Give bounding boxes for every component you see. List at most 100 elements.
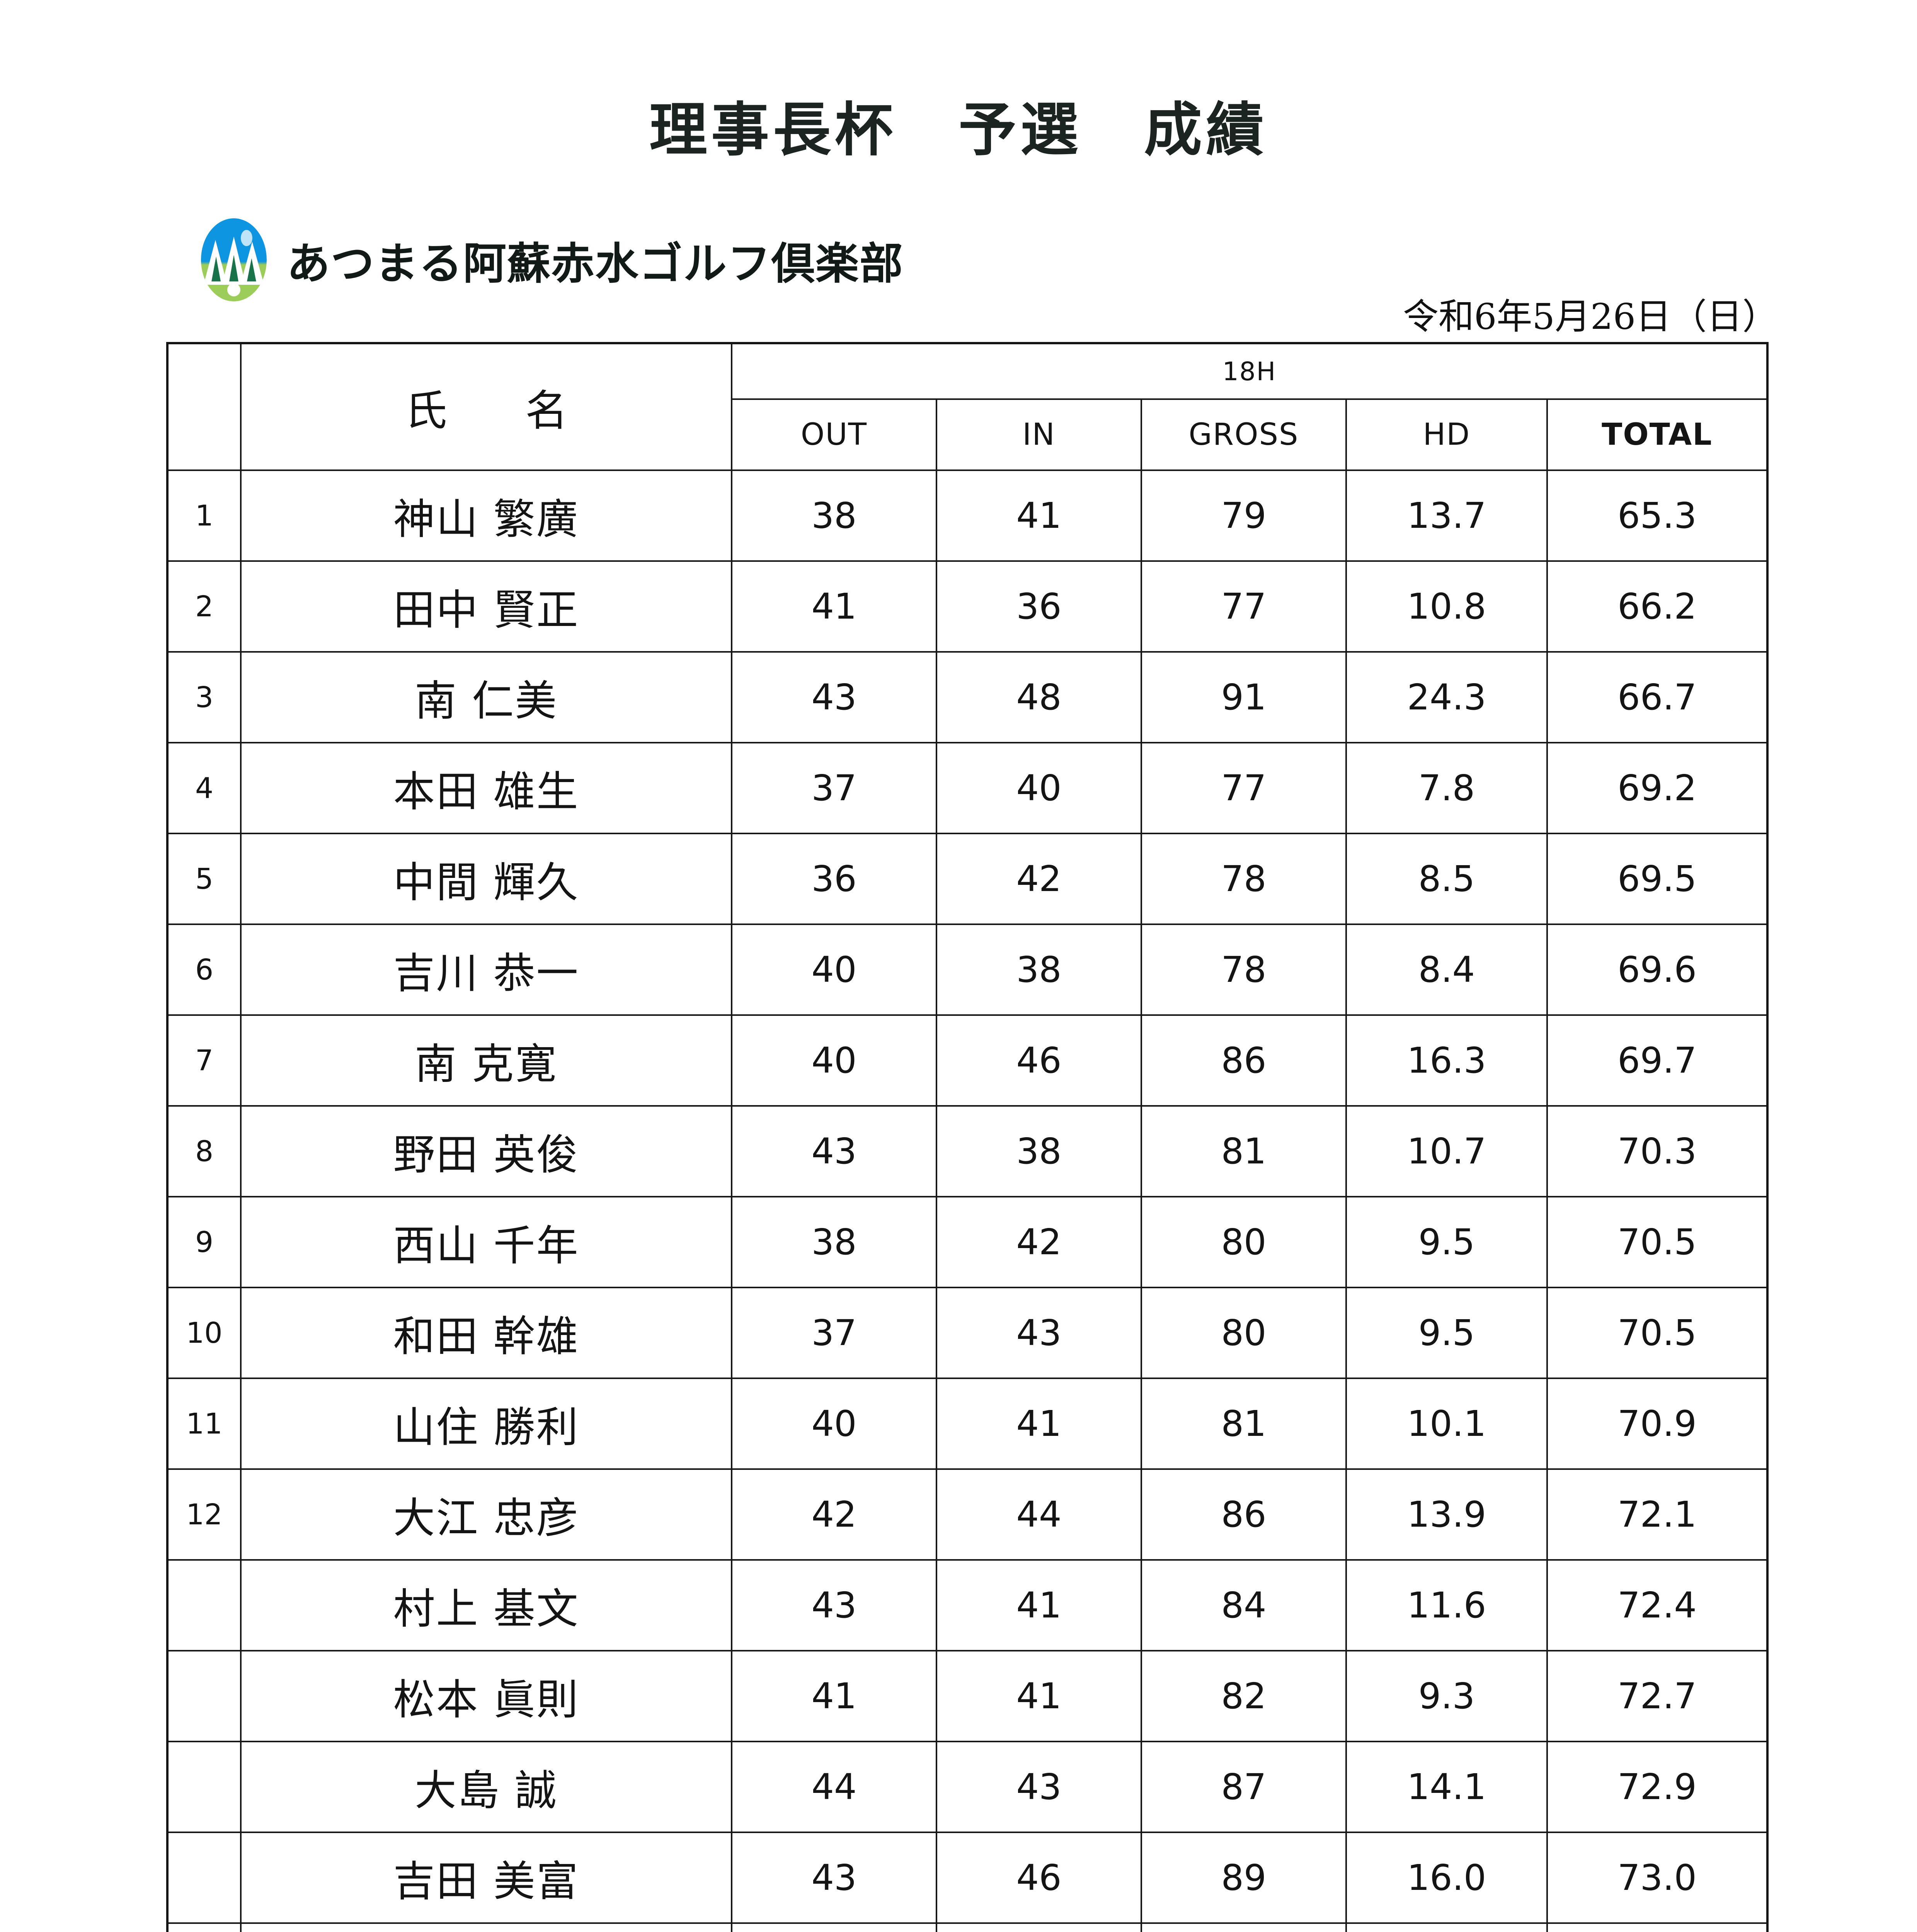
cell-total: 72.9 [1546,1741,1769,1833]
table-row: 松本 眞則 41 41 82 9.3 72.7 [167,1650,1769,1742]
cell-out: 43 [731,1105,937,1197]
cell-in: 48 [936,651,1142,743]
club-logo-icon [201,218,267,301]
cell-hd: 10.1 [1345,1378,1548,1470]
header-total: TOTAL [1546,398,1769,471]
cell-out: 41 [731,560,937,653]
cell-rank [167,1559,242,1651]
cell-out: 42 [731,1468,937,1561]
cell-player-name: 村上 基文 [240,1559,732,1651]
cell-gross: 82 [1141,1650,1347,1742]
cell-gross: 86 [1141,1468,1347,1561]
cell-gross: 79 [1141,469,1347,562]
table-row: 8 野田 英俊 43 38 81 10.7 70.3 [167,1105,1769,1197]
cell-hd: 11.6 [1345,1559,1548,1651]
cell-rank: 6 [167,923,242,1016]
cell-gross: 81 [1141,1378,1347,1470]
results-table-container: 氏 名 18H OUT IN GROSS HD TOTAL 1 神山 繁廣 38 41… [166,342,1769,1932]
cell-rank: 10 [167,1287,242,1379]
cell-in: 38 [936,1105,1142,1197]
cell-hd: 16.3 [1345,1014,1548,1107]
cell-total: 69.5 [1546,833,1769,925]
cell-hd: 10.7 [1345,1105,1548,1197]
cell-hd: 24.3 [1345,651,1548,743]
cell-out: 40 [731,1378,937,1470]
header-in: IN [936,398,1142,471]
cell-in: 36 [936,560,1142,653]
header-out: OUT [731,398,937,471]
page-title: 理事長杯 予選 成績 [649,97,1268,164]
cell-hd: 8.5 [1345,833,1548,925]
cell-total: 72.4 [1546,1559,1769,1651]
cell-gross: 86 [1141,1014,1347,1107]
cell-rank: 12 [167,1468,242,1561]
cell-hd: 9.5 [1345,1196,1548,1288]
cell-player-name: 西川 和弘 [240,1922,732,1932]
cell-gross: 87 [1141,1741,1347,1833]
cell-hd: 9.3 [1345,1650,1548,1742]
cell-out: 38 [731,1196,937,1288]
cell-gross: 91 [1141,651,1347,743]
cell-gross: 77 [1141,560,1347,653]
golf-ball-icon [227,283,240,297]
cell-player-name: 本田 雄生 [240,742,732,834]
cell-total: 70.5 [1546,1196,1769,1288]
mountain-peaks-icon [203,236,264,285]
table-row: 10 和田 幹雄 37 43 80 9.5 70.5 [167,1287,1769,1379]
cell-out: 36 [731,833,937,925]
cell-player-name: 山住 勝利 [240,1378,732,1470]
cell-player-name: 大江 忠彦 [240,1468,732,1561]
cell-total: 73.6 [1546,1922,1769,1932]
table-body: 1 神山 繁廣 38 41 79 13.7 65.3 2 田中 賢正 41 36 77 10.8 66.2… [167,469,1769,1932]
cell-in: 42 [936,833,1142,925]
cell-out: 44 [731,1741,937,1833]
cell-player-name: 中間 輝久 [240,833,732,925]
cell-rank: 8 [167,1105,242,1197]
cell-in: 46 [936,1014,1142,1107]
cell-gross: 77 [1141,742,1347,834]
table-row: 2 田中 賢正 41 36 77 10.8 66.2 [167,560,1769,653]
cell-hd: 8.4 [1345,923,1548,1016]
cell-hd: 13.7 [1345,469,1548,562]
club-name: あつまる阿蘇赤水ゴルフ倶楽部 [287,238,904,289]
table-row: 5 中間 輝久 36 42 78 8.5 69.5 [167,833,1769,925]
table-row: 吉田 美富 43 46 89 16.0 73.0 [167,1832,1769,1924]
cell-out: 47 [731,1922,937,1932]
table-row: 大島 誠 44 43 87 14.1 72.9 [167,1741,1769,1833]
cell-in: 42 [936,1196,1142,1288]
cell-hd: 7.8 [1345,742,1548,834]
cell-total: 70.3 [1546,1105,1769,1197]
cell-rank: 11 [167,1378,242,1470]
header-hd: HD [1345,398,1548,471]
cell-player-name: 吉川 恭一 [240,923,732,1016]
cell-in: 40 [936,742,1142,834]
cell-rank: 9 [167,1196,242,1288]
cell-player-name: 田中 賢正 [240,560,732,653]
cell-gross: 78 [1141,923,1347,1016]
table-row: 4 本田 雄生 37 40 77 7.8 69.2 [167,742,1769,834]
cell-in: 41 [936,469,1142,562]
results-table: 氏 名 18H OUT IN GROSS HD TOTAL 1 神山 繁廣 38 41… [166,342,1769,1932]
cell-rank: 4 [167,742,242,834]
table-row: 1 神山 繁廣 38 41 79 13.7 65.3 [167,469,1769,562]
cell-hd: 10.8 [1345,560,1548,653]
cell-rank [167,1922,242,1932]
cell-total: 70.5 [1546,1287,1769,1379]
cell-player-name: 神山 繁廣 [240,469,732,562]
cell-rank: 7 [167,1014,242,1107]
cell-player-name: 大島 誠 [240,1741,732,1833]
cell-total: 69.6 [1546,923,1769,1016]
cell-player-name: 松本 眞則 [240,1650,732,1742]
table-row: 11 山住 勝利 40 41 81 10.1 70.9 [167,1378,1769,1470]
header-gross: GROSS [1141,398,1347,471]
cell-rank [167,1650,242,1742]
header-18h-group: 18H [730,342,1769,400]
cell-out: 40 [731,923,937,1016]
cell-hd: 9.5 [1345,1287,1548,1379]
cell-gross: 89 [1141,1832,1347,1924]
cell-player-name: 南 克寛 [240,1014,732,1107]
cell-gross: 78 [1141,833,1347,925]
